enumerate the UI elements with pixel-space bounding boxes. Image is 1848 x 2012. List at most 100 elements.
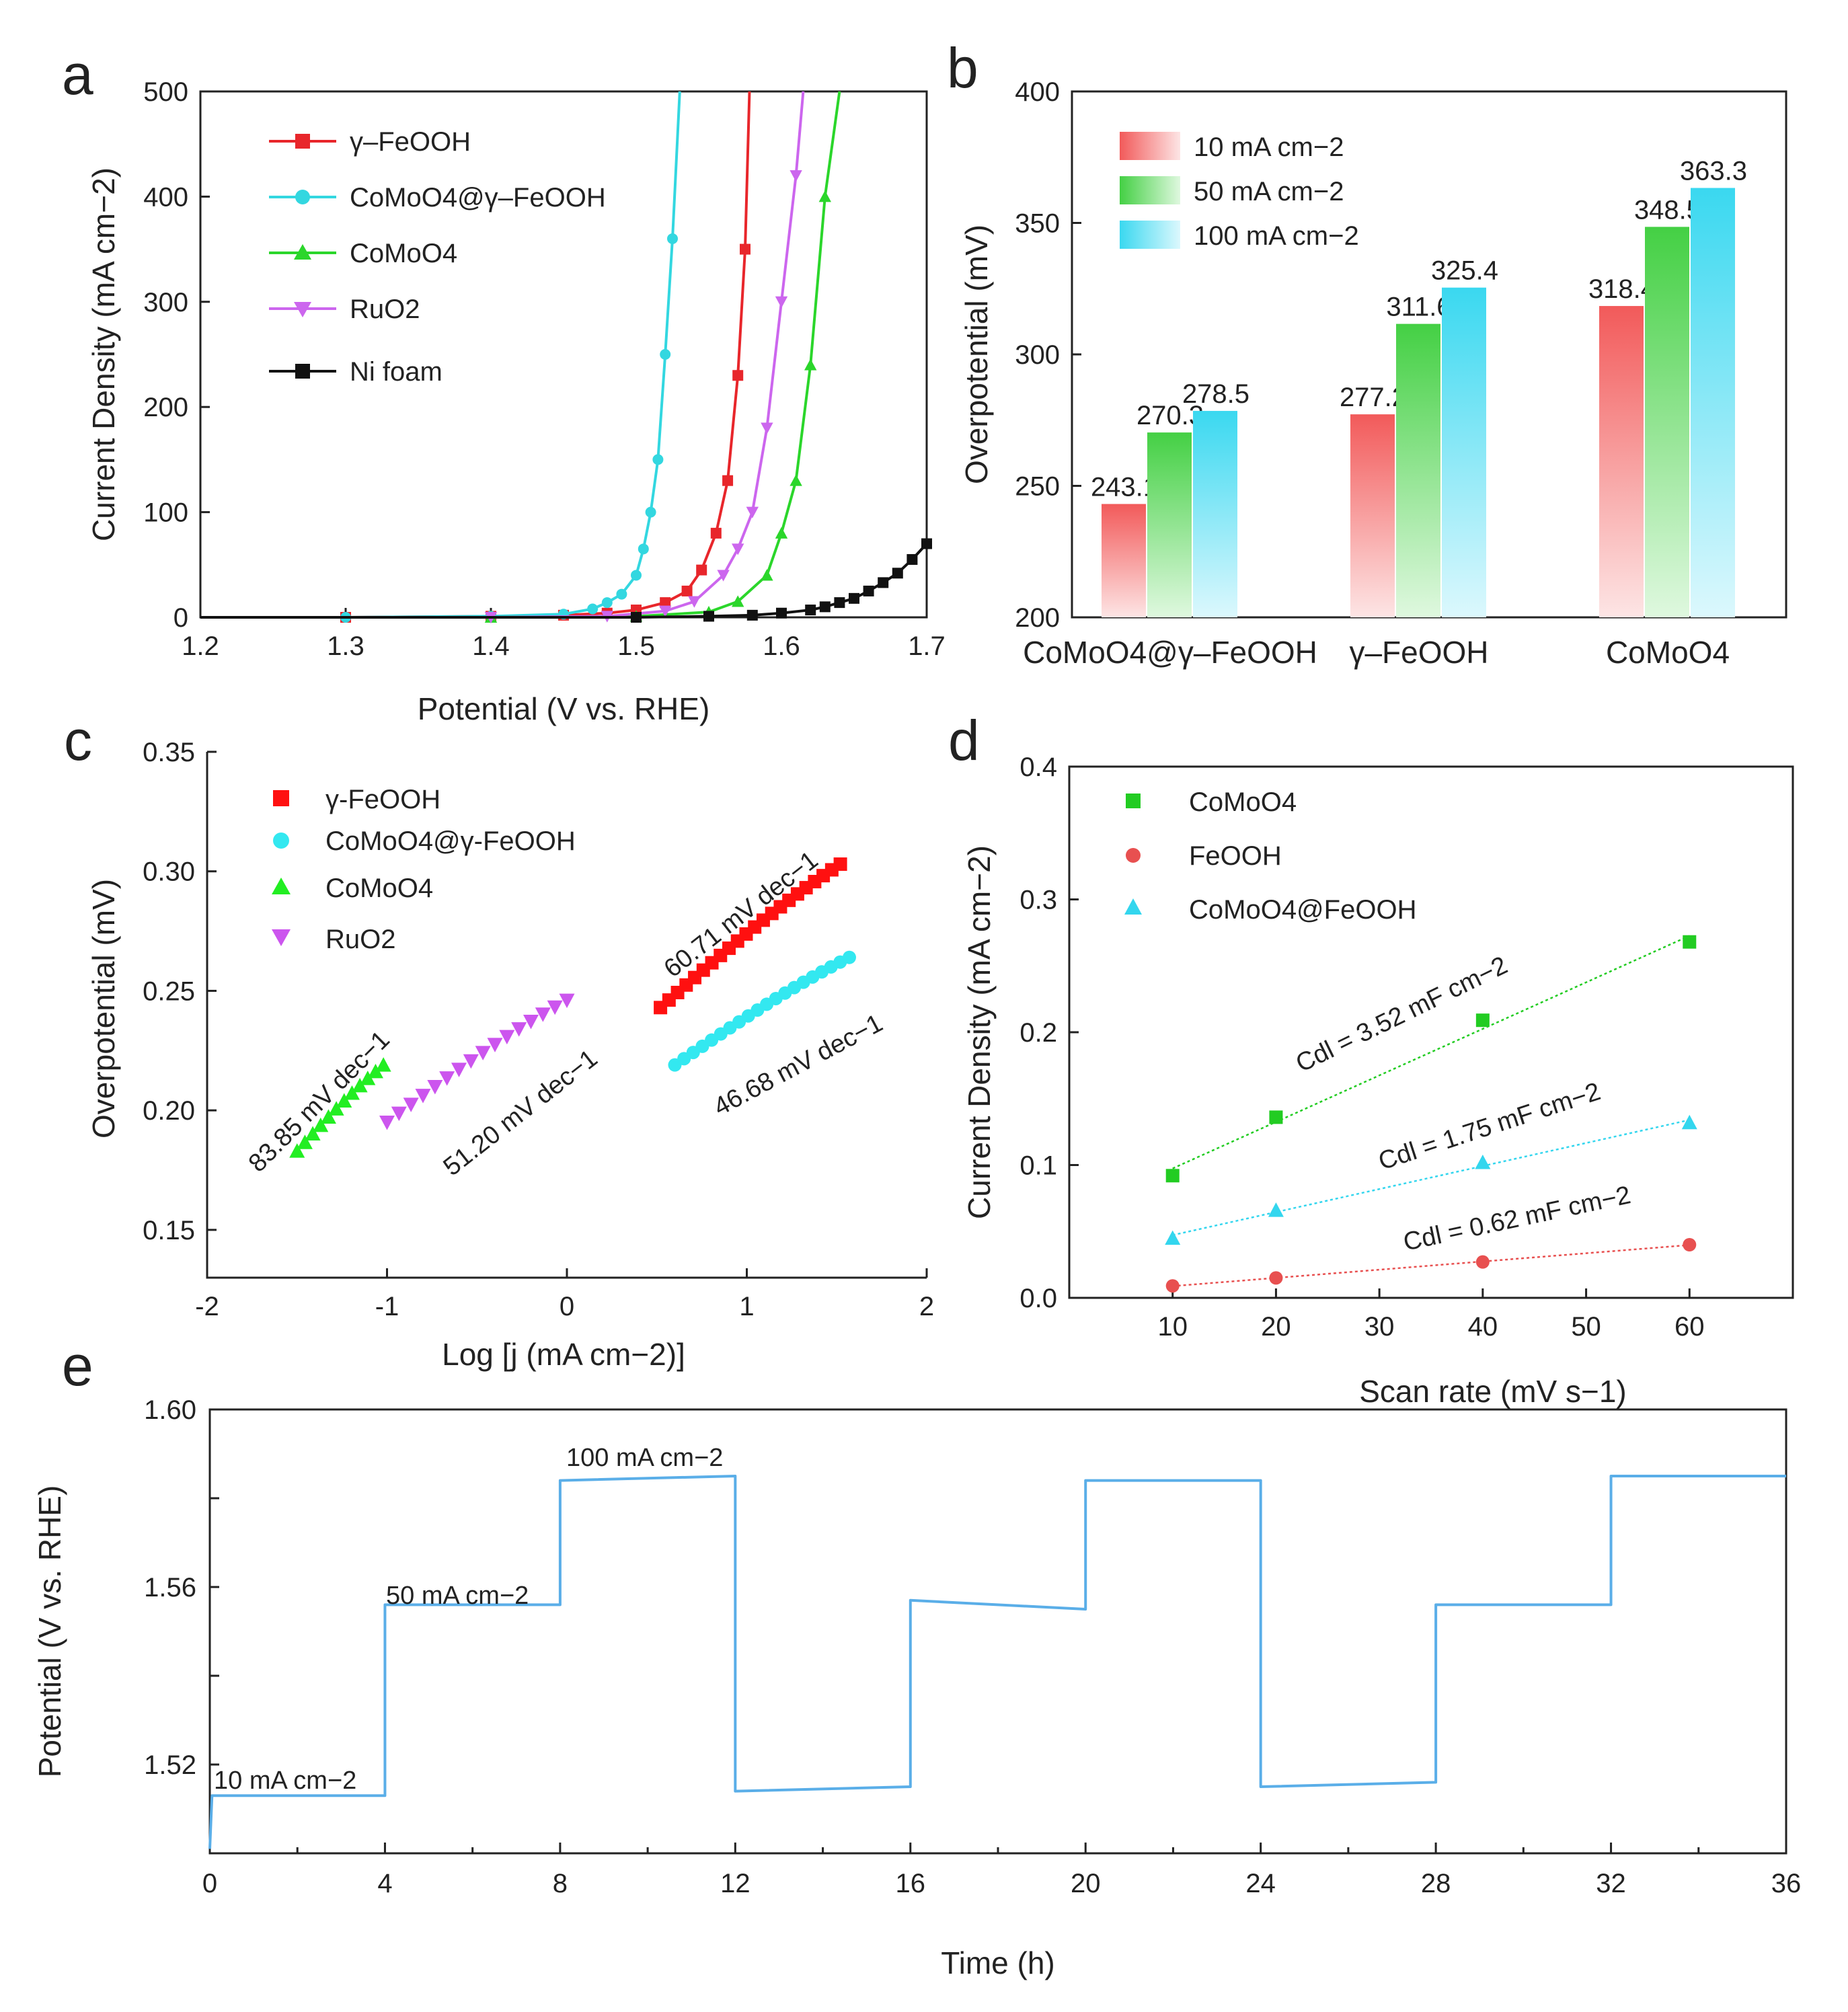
- data-point: [587, 603, 599, 615]
- data-point: [645, 506, 656, 518]
- legend: CoMoO4 FeOOH CoMoO4@FeOOH: [1124, 787, 1416, 925]
- slope-label-comoo4: 83.85 mV dec−1: [243, 1026, 395, 1177]
- bar: [1442, 287, 1486, 617]
- data-point: [1268, 1202, 1284, 1217]
- data-point: [439, 1071, 455, 1086]
- data-point: [511, 1022, 527, 1037]
- data-point: [1683, 1238, 1697, 1251]
- legend-entry: γ–FeOOH: [269, 127, 471, 157]
- category-label: γ–FeOOH: [1349, 635, 1488, 670]
- panel-label-b: b: [947, 36, 978, 100]
- data-point: [761, 569, 773, 581]
- y-tick-label: 0.1: [1019, 1151, 1057, 1181]
- data-point: [746, 506, 759, 518]
- data-point: [722, 475, 734, 486]
- legend: γ–FeOOH CoMoO4@γ–FeOOH CoMoO4 RuO2 Ni fo…: [269, 127, 606, 387]
- x-tick-label: 40: [1468, 1312, 1498, 1342]
- panel-d-cdl-chart: d 10 20 30 40 50 60 0.0 0.1 0.2 0.3 0.4 Scan rate …: [948, 709, 1794, 1409]
- x-tick-label: 0: [560, 1292, 574, 1321]
- panel-a-lsv-chart: a 1.2 1.3 1.4 1.5 1.6 1.7 0 100 200 300 400 500 Pot…: [62, 43, 946, 726]
- x-tick-label: 1.6: [763, 631, 800, 661]
- bar-value-label: 278.5: [1182, 379, 1249, 409]
- cdl-label-feooh: Cdl = 0.62 mF cm−2: [1401, 1181, 1633, 1257]
- legend-label: γ–FeOOH: [350, 127, 471, 157]
- data-point: [732, 595, 744, 607]
- data-point: [1681, 1114, 1697, 1130]
- legend-label: Ni foam: [350, 357, 442, 387]
- y-tick-label: 0.25: [143, 976, 195, 1006]
- legend-label: CoMoO4@FeOOH: [1189, 895, 1416, 925]
- legend-label: 50 mA cm−2: [1194, 177, 1344, 206]
- data-point: [775, 527, 788, 539]
- y-tick-label: 0.3: [1019, 886, 1057, 915]
- data-point: [427, 1080, 443, 1095]
- x-tick-label: 50: [1571, 1312, 1601, 1342]
- legend-label: CoMoO4@γ–FeOOH: [350, 183, 606, 212]
- y-tick-label: 350: [1015, 209, 1060, 239]
- x-tick-label: 24: [1245, 1869, 1276, 1898]
- data-point: [659, 605, 672, 617]
- panel-label-e: e: [62, 1334, 93, 1397]
- bar: [1350, 414, 1395, 617]
- x-axis-label: Log [j (mA cm−2)]: [442, 1337, 685, 1372]
- plot-frame: [1068, 765, 1794, 1299]
- legend-entry: Ni foam: [269, 357, 442, 387]
- data-point: [717, 570, 730, 582]
- y-tick-label: 300: [143, 288, 188, 317]
- data-point: [1269, 1110, 1283, 1124]
- data-point: [1269, 1271, 1283, 1285]
- x-axis-label: Potential (V vs. RHE): [418, 691, 710, 726]
- x-tick-label: 12: [720, 1869, 750, 1898]
- y-tick-label: 400: [143, 182, 188, 212]
- y-tick-label: 0.20: [143, 1096, 195, 1126]
- legend-entry: FeOOH: [1126, 841, 1282, 871]
- data-point: [833, 857, 847, 872]
- x-tick-label: -2: [195, 1292, 219, 1321]
- legend-entry: CoMoO4@γ-FeOOH: [273, 826, 576, 856]
- data-point: [710, 527, 722, 539]
- y-tick-label: 0.30: [143, 857, 195, 887]
- y-axis-label: Overpotential (mV): [86, 879, 121, 1138]
- legend-label: RuO2: [325, 925, 396, 954]
- step-label-100: 100 mA cm−2: [566, 1444, 723, 1472]
- data-point: [344, 1085, 360, 1100]
- legend-label: FeOOH: [1189, 841, 1282, 871]
- data-point: [652, 454, 664, 465]
- y-axis-label: Potential (V vs. RHE): [32, 1485, 67, 1778]
- x-tick-label: 32: [1596, 1869, 1626, 1898]
- data-point: [535, 1007, 551, 1022]
- data-point: [804, 358, 817, 371]
- data-point: [638, 543, 649, 555]
- data-point: [559, 993, 575, 1009]
- bar: [1147, 432, 1192, 617]
- data-point: [696, 564, 707, 576]
- y-tick-label: 400: [1015, 77, 1060, 107]
- bar: [1193, 411, 1237, 617]
- data-point: [499, 1030, 515, 1045]
- data-point: [681, 585, 693, 596]
- category-label: CoMoO4@γ–FeOOH: [1023, 635, 1317, 670]
- y-tick-label: 1.60: [144, 1395, 196, 1425]
- data-point: [790, 170, 802, 182]
- y-tick-label: 0.35: [143, 738, 195, 767]
- x-axis-label: Scan rate (mV s−1): [1359, 1374, 1627, 1409]
- data-point: [328, 1101, 344, 1116]
- potential-trace: [208, 1475, 1786, 1849]
- y-axis-label: Current Density (mA cm−2): [86, 167, 121, 541]
- data-point: [732, 370, 744, 381]
- x-tick-label: 60: [1674, 1312, 1705, 1342]
- data-point: [1165, 1230, 1181, 1245]
- data-point: [1475, 1255, 1490, 1269]
- bar: [1645, 227, 1689, 617]
- x-tick-label: 1.5: [617, 631, 655, 661]
- data-point: [1165, 1169, 1180, 1183]
- cdl-label-comoo4-feooh: Cdl = 1.75 mF cm−2: [1375, 1077, 1604, 1175]
- panel-label-c: c: [64, 709, 92, 772]
- data-point: [834, 597, 845, 609]
- legend-entry: 100 mA cm−2: [1120, 221, 1359, 251]
- legend-label: 100 mA cm−2: [1194, 221, 1359, 251]
- bar-value-label: 318.4: [1588, 274, 1656, 304]
- panel-label-a: a: [62, 43, 93, 106]
- data-point: [289, 1143, 305, 1158]
